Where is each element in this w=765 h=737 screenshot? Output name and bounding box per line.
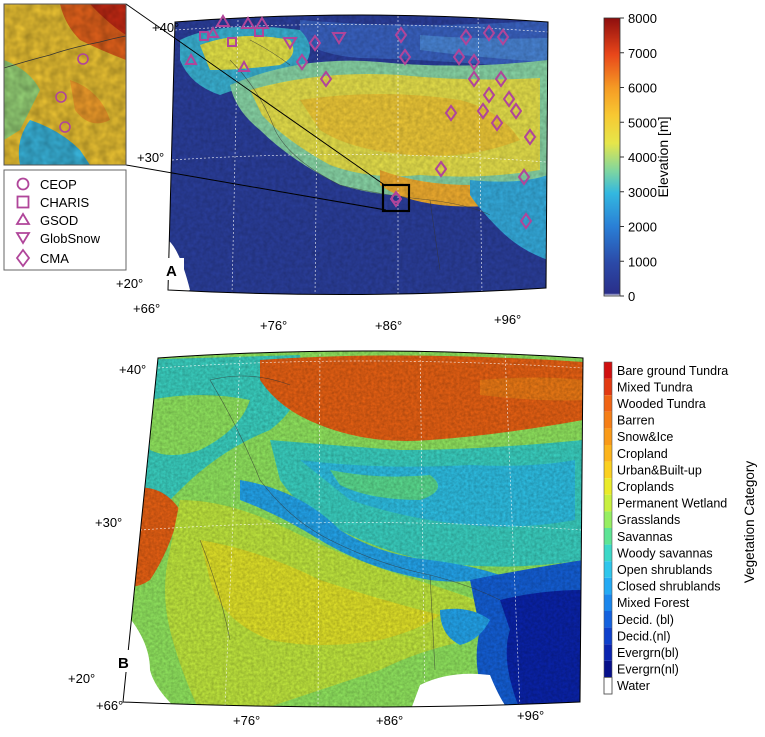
elevation-tick-label: 8000 xyxy=(628,11,657,26)
elevation-colorbar xyxy=(603,17,621,297)
vegetation-category-label: Mixed Forest xyxy=(617,596,690,610)
panel-a-label: A xyxy=(166,263,177,280)
vegetation-swatch xyxy=(604,611,612,628)
vegetation-category-label: Evergrn(nl) xyxy=(617,663,679,677)
vegetation-colorbar: Bare ground Tundra Mixed Tundra Wooded Tun… xyxy=(603,361,728,695)
elevation-colorbar-ticks: 8000 7000 6000 5000 4000 3000 2000 1000 0 xyxy=(620,11,657,304)
vegetation-swatch xyxy=(604,528,612,545)
vegetation-swatch xyxy=(604,511,612,528)
vegetation-swatch xyxy=(604,461,612,479)
legend-label-globsnow: GlobSnow xyxy=(40,231,101,246)
legend-triangle-down-icon xyxy=(15,232,31,245)
panel-b-lat-20: +20° xyxy=(68,671,95,686)
vegetation-category-label: Snow&Ice xyxy=(617,430,673,444)
vegetation-category-label: Wooded Tundra xyxy=(617,397,706,411)
panel-b-label: B xyxy=(118,655,129,672)
vegetation-swatch xyxy=(604,478,612,495)
vegetation-category-label: Closed shrublands xyxy=(617,580,721,594)
panel-a-lat-30: +30° xyxy=(137,150,164,165)
panel-b: B +40° +30° +20° +66° +76° +86° +96° Bar… xyxy=(0,340,765,732)
panel-a-lon-66: +66° xyxy=(133,301,160,316)
vegetation-colorbar-frame xyxy=(603,361,613,695)
vegetation-swatch xyxy=(604,561,612,578)
elevation-tick-label: 4000 xyxy=(628,150,657,165)
panel-a-lon-86: +86° xyxy=(375,318,402,333)
vegetation-category-label: Decid. (bl) xyxy=(617,613,674,627)
legend-markers xyxy=(15,177,31,268)
legend-box xyxy=(3,169,127,271)
panel-a-svg: CEOP CHARIS GSOD GlobSnow CMA A +40° +30… xyxy=(3,3,671,333)
zoom-line-bottom xyxy=(125,164,387,211)
elevation-tick-label: 0 xyxy=(628,289,635,304)
vegetation-category-label: Woody savannas xyxy=(617,546,713,560)
legend-label-charis: CHARIS xyxy=(40,195,89,210)
elevation-tick-label: 5000 xyxy=(628,115,657,130)
panel-a-lat-20: +20° xyxy=(116,276,143,291)
panel-b-lon-76: +76° xyxy=(233,713,260,728)
vegetation-category-label: Evergrn(bl) xyxy=(617,646,679,660)
vegetation-category-label: Savannas xyxy=(617,530,673,544)
panel-a-lon-76: +76° xyxy=(260,318,287,333)
vegetation-category-label: Decid.(nl) xyxy=(617,629,671,643)
vegetation-category-label: Croplands xyxy=(617,480,674,494)
legend-label-gsod: GSOD xyxy=(40,213,78,228)
elevation-colorbar-title: Elevation [m] xyxy=(655,117,671,198)
elevation-tick-label: 3000 xyxy=(628,185,657,200)
panel-b-svg: B +40° +30° +20° +66° +76° +86° +96° Bar… xyxy=(68,350,757,728)
legend-circle-icon xyxy=(16,177,30,191)
vegetation-category-label: Permanent Wetland xyxy=(617,497,727,511)
vegetation-category-label: Water xyxy=(617,679,650,693)
vegetation-category-label: Cropland xyxy=(617,447,668,461)
vegetation-swatch xyxy=(603,676,613,695)
vegetation-swatch xyxy=(604,644,612,661)
panel-b-lon-86: +86° xyxy=(376,713,403,728)
vegetation-category-label: Bare ground Tundra xyxy=(617,364,728,378)
vegetation-category-label: Grasslands xyxy=(617,513,680,527)
vegetation-swatch xyxy=(604,594,612,611)
elevation-tick-label: 6000 xyxy=(628,81,657,96)
vegetation-colorbar-title: Vegetation Category xyxy=(742,461,757,584)
elevation-tick-label: 7000 xyxy=(628,46,657,61)
inset-zoom xyxy=(3,3,127,166)
vegetation-swatch xyxy=(604,378,612,396)
elevation-map xyxy=(168,15,548,295)
legend-diamond-icon xyxy=(15,248,31,268)
zoom-line-top xyxy=(125,3,387,187)
station-markers xyxy=(184,14,537,230)
legend-label-ceop: CEOP xyxy=(40,177,77,192)
panel-a: CEOP CHARIS GSOD GlobSnow CMA A +40° +30… xyxy=(0,0,765,340)
vegetation-swatch xyxy=(604,411,612,429)
vegetation-category-label: Barren xyxy=(617,414,655,428)
panel-a-lon-96: +96° xyxy=(494,312,521,327)
vegetation-swatch xyxy=(604,395,612,412)
panel-a-lat-40: +40° xyxy=(152,20,179,35)
vegetation-swatch xyxy=(604,428,612,445)
legend-triangle-up-icon xyxy=(15,212,31,225)
panel-b-lon-96: +96° xyxy=(517,708,544,723)
panel-b-lat-40: +40° xyxy=(119,362,146,377)
vegetation-swatch xyxy=(604,577,612,595)
legend-label-cma: CMA xyxy=(40,251,69,266)
vegetation-swatch xyxy=(604,544,612,562)
vegetation-category-label: Mixed Tundra xyxy=(617,380,693,394)
vegetation-category-label: Open shrublands xyxy=(617,563,712,577)
panel-b-label-bg xyxy=(114,650,136,672)
zoom-box xyxy=(381,183,411,213)
vegetation-swatch xyxy=(604,627,612,645)
vegetation-swatch xyxy=(604,445,612,462)
panel-b-lat-30: +30° xyxy=(95,515,122,530)
vegetation-swatch xyxy=(604,494,612,512)
panel-a-label-bg xyxy=(162,258,184,280)
vegetation-map xyxy=(123,351,583,707)
vegetation-swatch xyxy=(604,660,612,678)
vegetation-category-label: Urban&Built-up xyxy=(617,463,702,477)
elevation-tick-label: 1000 xyxy=(628,254,657,269)
panel-b-lon-66: +66° xyxy=(96,698,123,713)
elevation-tick-label: 2000 xyxy=(628,220,657,235)
legend-square-icon xyxy=(16,195,30,209)
vegetation-swatch xyxy=(604,362,612,379)
